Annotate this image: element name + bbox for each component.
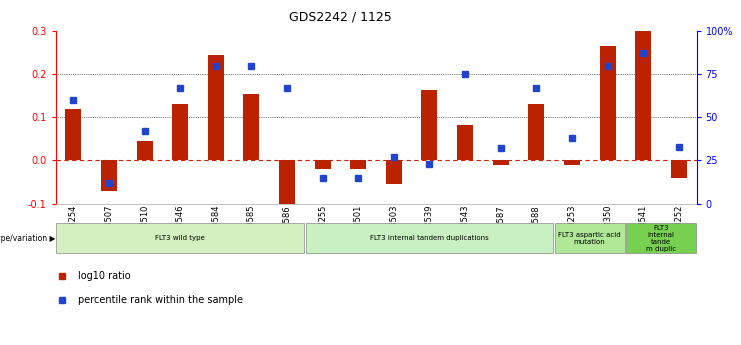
Text: percentile rank within the sample: percentile rank within the sample — [78, 295, 243, 305]
Text: genotype/variation ▶: genotype/variation ▶ — [0, 234, 56, 243]
Bar — [671, 160, 687, 178]
Bar — [350, 160, 366, 169]
FancyBboxPatch shape — [555, 223, 625, 253]
Bar — [386, 160, 402, 184]
Bar — [136, 141, 153, 160]
Bar — [279, 160, 295, 217]
Bar — [599, 46, 616, 160]
FancyBboxPatch shape — [56, 223, 304, 253]
Bar — [493, 160, 509, 165]
Bar — [457, 125, 473, 160]
Bar — [172, 104, 188, 160]
FancyBboxPatch shape — [305, 223, 554, 253]
Text: GDS2242 / 1125: GDS2242 / 1125 — [290, 10, 392, 23]
Bar — [243, 93, 259, 160]
Bar — [65, 109, 82, 160]
Bar — [101, 160, 117, 190]
Text: log10 ratio: log10 ratio — [78, 271, 130, 281]
FancyBboxPatch shape — [626, 223, 696, 253]
Bar — [422, 90, 437, 160]
Text: FLT3 aspartic acid
mutation: FLT3 aspartic acid mutation — [559, 231, 621, 245]
Bar — [564, 160, 580, 165]
Bar — [315, 160, 330, 169]
Text: FLT3
internal
tande
m duplic: FLT3 internal tande m duplic — [646, 225, 676, 252]
Text: FLT3 wild type: FLT3 wild type — [156, 235, 205, 241]
Bar — [635, 31, 651, 160]
Bar — [207, 55, 224, 160]
Text: FLT3 internal tandem duplications: FLT3 internal tandem duplications — [370, 235, 489, 241]
Bar — [528, 104, 545, 160]
